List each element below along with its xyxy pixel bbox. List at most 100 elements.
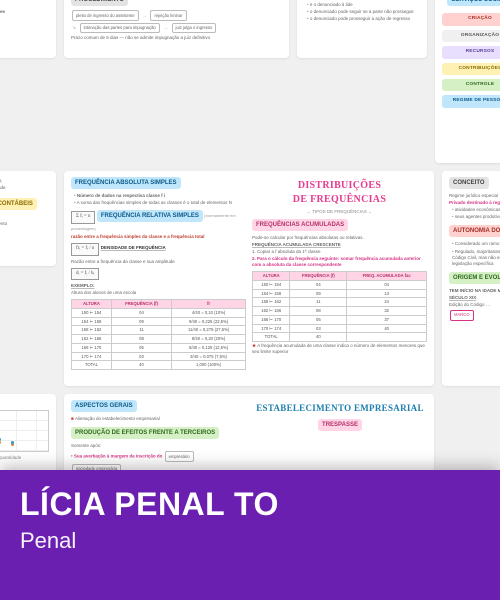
- banner-title: LÍCIA PENAL TO: [20, 488, 480, 522]
- txt: Sua averbação à margem da inscrição do: [74, 454, 163, 459]
- li: nível de endividamento: [0, 221, 49, 227]
- td: 9/40 = 0,225 (22,5%): [172, 317, 246, 326]
- branch: empresário: [165, 451, 194, 462]
- td: 40: [347, 324, 427, 333]
- li: atividades econômicas: [452, 207, 500, 213]
- td: 1,000 (100%): [172, 361, 246, 370]
- td: 05: [290, 315, 347, 324]
- hdr: TRESPASSE: [318, 419, 362, 431]
- flow-node: pleito de ingresso do assistente: [72, 10, 139, 21]
- td: 03: [111, 352, 171, 361]
- dist-left: FREQUÊNCIA ABSOLUTA SIMPLES Número de da…: [71, 177, 246, 380]
- hdr: ASPECTOS GERAIS: [71, 400, 137, 412]
- hdr: FREQUÊNCIA ABSOLUTA SIMPLES: [71, 177, 181, 189]
- th: FREQUÊNCIA (f): [111, 300, 171, 309]
- li: o denunciado principal: [307, 0, 420, 1]
- scatter-chart: [0, 410, 49, 452]
- formula: Σ fᵢ = n: [71, 211, 95, 224]
- card-leftmid: Setores independentes, anuais, em confor…: [0, 171, 56, 266]
- li: o denunciado pode prosseguir a ação de r…: [307, 16, 420, 22]
- td: 150 ⊢ 154: [253, 281, 290, 290]
- th: FREQUÊNCIA (f): [290, 272, 347, 281]
- hdr: FREQUÊNCIA RELATIVA SIMPLES: [97, 210, 203, 222]
- txt: Regime jurídico especial: [449, 193, 500, 199]
- lbl: EXEMPLO:: [71, 283, 246, 289]
- hdr: FREQUÊNCIAS ACUMULADAS: [252, 219, 348, 231]
- td: 3/40 = 0,075 (7,5%): [172, 352, 246, 361]
- td: 09: [111, 317, 171, 326]
- li: A soma das frequências simples de todas …: [74, 200, 246, 206]
- td: 154 ⊢ 158: [72, 317, 112, 326]
- li: Regulado, majoritariamente, pelo Código …: [452, 249, 500, 267]
- hdr: PROCEDIMENTO: [71, 0, 128, 6]
- chart-point: [0, 441, 1, 444]
- li: e o denunciado à lide: [307, 2, 420, 8]
- hdr: PRODUÇÃO DE EFEITOS FRENTE A TERCEIROS: [71, 427, 219, 439]
- td: 24: [347, 298, 427, 307]
- td: 04: [347, 281, 427, 290]
- td: 166 ⊢ 170: [253, 315, 290, 324]
- flow-node: rejeição liminar: [150, 10, 186, 21]
- dist-right: DISTRIBUIÇÕES DE FREQUÊNCIAS → TIPOS DE …: [252, 177, 427, 380]
- td: 154 ⊢ 158: [253, 289, 290, 298]
- txt: Somente após:: [71, 443, 245, 449]
- formula: dᵢ = fᵢ / hᵢ: [71, 268, 99, 281]
- hdr: FREQUÊNCIA ACUMULADA CRESCENTE: [252, 242, 427, 248]
- td: 04: [111, 309, 171, 318]
- td: [347, 333, 427, 342]
- svc-badge: ORGANIZAÇÃO: [442, 30, 500, 42]
- flow-node: intimação das partes para impugnação: [80, 23, 160, 34]
- td: 158 ⊢ 162: [72, 326, 112, 335]
- txt: Razão entre a frequência da classe e sua…: [71, 259, 246, 265]
- note: Prazo comum de 5 dias — não se admite im…: [71, 35, 282, 41]
- tag: → TIPOS DE FREQUÊNCIAS ←: [252, 209, 427, 215]
- td: 11: [111, 326, 171, 335]
- hdr: AUTONOMIA DO DIREITO: [449, 225, 500, 237]
- lbl: SÉCULO XIX: [449, 295, 500, 301]
- td: 8/40 = 0,20 (20%): [172, 335, 246, 344]
- th: ALTURA: [72, 300, 112, 309]
- arrow-icon: →: [163, 25, 168, 31]
- td: 170 ⊢ 174: [72, 352, 112, 361]
- td: 09: [290, 289, 347, 298]
- card-conceito: CONCEITO Regime jurídico especial Privad…: [442, 171, 500, 386]
- txt: TEM INÍCIO NA IDADE MÉDIA: [449, 288, 500, 294]
- svc-badge: RECURSOS: [442, 46, 500, 58]
- td: 40: [290, 333, 347, 342]
- txt: Setores independentes,: [0, 178, 49, 184]
- td: 13: [347, 289, 427, 298]
- td: 03: [290, 324, 347, 333]
- td: 40: [111, 361, 171, 370]
- th: ALTURA: [253, 272, 290, 281]
- txt: regulação estatutária: [0, 2, 49, 8]
- td: 32: [347, 307, 427, 316]
- td: 08: [111, 335, 171, 344]
- th: FREQ. ACUMULADA fac: [347, 272, 427, 281]
- arrow-icon: ↘: [72, 25, 76, 31]
- td: 150 ⊢ 154: [72, 309, 112, 318]
- svc-badge: CRIAÇÃO: [442, 13, 500, 25]
- txt: direção das regulações: [0, 9, 49, 15]
- hdr: DENSIDADE DE FREQUÊNCIA: [101, 245, 166, 250]
- title-distribuicoes: DISTRIBUIÇÕES: [252, 179, 427, 193]
- li: demonstrações da: [0, 214, 49, 220]
- formula: frᵢ = fᵢ / n: [71, 243, 99, 256]
- txt: 2. Para o cálculo da frequência seguinte…: [252, 256, 421, 267]
- axis-label: preço × quantidade: [0, 455, 49, 461]
- badge-marco: MARCO: [450, 310, 474, 321]
- svc-badge: CONTROLE: [442, 79, 500, 91]
- txt: Altura dos alunos de uma escola: [71, 290, 246, 296]
- card-topright: o denunciado principal e o denunciado à …: [297, 0, 427, 58]
- txt: Incluindo o …: [0, 401, 49, 407]
- hdr: CONCEITO: [449, 177, 489, 189]
- li: o denunciado pode seguir se a parte não …: [307, 9, 420, 15]
- td: 5/40 = 0,125 (12,5%): [172, 343, 246, 352]
- title-estab: ESTABELECIMENTO EMPRESARIAL: [253, 402, 427, 414]
- title-distribuicoes-sub: DE FREQUÊNCIAS: [252, 193, 427, 207]
- td: 11: [290, 298, 347, 307]
- td: 08: [290, 307, 347, 316]
- td: 162 ⊢ 166: [72, 335, 112, 344]
- svc-badge: CONTRIBUIÇÕES: [442, 63, 500, 75]
- txt: 1. Copiar a f absoluta da 1ª classe: [252, 249, 427, 255]
- td: 37: [347, 315, 427, 324]
